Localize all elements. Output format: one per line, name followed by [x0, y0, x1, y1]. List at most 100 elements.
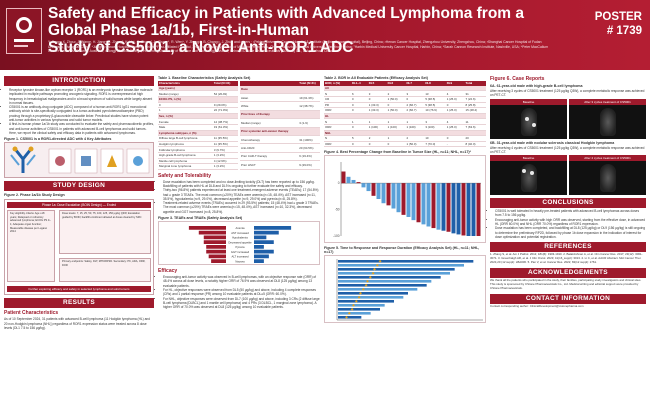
- trae-bar: [254, 245, 264, 249]
- case-a-scans: Baseline After 3 cycles treatment of CS5…: [490, 98, 646, 139]
- case-a-text: After receiving 3 cycles of CS5001 treat…: [490, 89, 645, 98]
- trae-bar: [254, 249, 274, 254]
- case-b-text: After receiving 4 cycles of CS5001 treat…: [490, 145, 645, 154]
- baseline-table-left: Characteristics Total (N=31) Age (years) …: [158, 81, 238, 170]
- adc-mechanism-figure: [4, 142, 154, 179]
- figure-4-title: Figure 4. Best Percentage Change from Ba…: [324, 150, 471, 155]
- column-1: INTRODUCTION Receptor tyrosine kinase-li…: [4, 76, 154, 330]
- table-row: Age (years): [158, 85, 238, 92]
- ae-category-label: AST increased: [231, 231, 249, 235]
- swimmer-plot: [324, 255, 486, 324]
- waterfall-bar: [346, 177, 351, 184]
- trae-bar: [254, 254, 269, 259]
- ae-category-label: GGT increased: [231, 250, 250, 254]
- column-4: Figure 6. Case Reports 6A. 61-year-old m…: [490, 76, 646, 309]
- teae-bar: [208, 254, 226, 259]
- ae-category-label: Pyrexia: [236, 245, 245, 249]
- adc-diagram: [10, 146, 150, 174]
- waterfall-bar: [341, 171, 346, 184]
- waterfall-bar: [436, 183, 441, 230]
- table-1-title: Table 1. Baseline Characteristics (Safet…: [158, 76, 251, 80]
- waterfall-bar: [366, 183, 371, 192]
- table-row: ORR 0 1 (100) 1 (100) 1 (100) 3 (100) 1 (25.0)…: [324, 124, 486, 131]
- waterfall-bar: [461, 183, 466, 236]
- results-heading: RESULTS: [4, 298, 154, 309]
- intro-heading: INTRODUCTION: [4, 76, 154, 86]
- table-row: N 5 2 1 2 10 0 20: [324, 135, 486, 142]
- poster-title: Safety and Efficacy in Patients with Adv…: [48, 5, 525, 56]
- swimmer-lane: [338, 292, 408, 295]
- swimmer-lane: [338, 268, 455, 271]
- waterfall-bar: [356, 182, 361, 184]
- column-3: Table 2. BOR in All Evaluable Patients (…: [324, 76, 486, 324]
- column-2: Table 1. Baseline Characteristics (Safet…: [158, 76, 320, 309]
- ae-category-label: Decreased appetite: [228, 240, 252, 244]
- table-row: Median (range) 54 (20-81): [158, 90, 238, 97]
- dose-levels-box: Dose levels: 7, 15, 25, 50, 75, 100, 125…: [59, 210, 151, 255]
- waterfall-bar: [446, 183, 451, 233]
- teae-bar: [203, 235, 226, 240]
- ae-chart: Anemia AST increased Hypokalemia Decreased …: [158, 221, 320, 266]
- table-row: Marginal zone lymphoma 1 (3.2%): [158, 163, 238, 170]
- teae-bar: [211, 259, 226, 264]
- waterfall-bar: [421, 183, 426, 225]
- waterfall-bar: [476, 183, 481, 237]
- waterfall-bar: [351, 180, 356, 184]
- swimmer-lane: [338, 300, 394, 303]
- table-row: N 6 3 2 3 13 4 31: [324, 90, 486, 97]
- table-row: White 12 (38.7%): [240, 101, 320, 111]
- study-design-figure: Phase 1a: Dose Escalation (BOIN Design) …: [4, 199, 154, 296]
- case-a-title: 6A. 61-year-old male with high-grade B-c…: [490, 84, 583, 88]
- figure-1-title: Figure 1. CS5001 is a ROR1-directed ADC …: [4, 137, 112, 142]
- case-b-after-scan: After 4 cycles treatment of CS5001: [569, 155, 646, 196]
- contact-text: Contact corresponding author: ClinicalDe…: [490, 303, 584, 308]
- teae-bar: [206, 245, 226, 249]
- waterfall-bar: [431, 183, 436, 229]
- table-row: Mantle cell lymphoma 4 (12.9%): [158, 158, 238, 165]
- study-design-heading: STUDY DESIGN: [4, 181, 154, 192]
- swimmer-lane: [338, 308, 380, 311]
- swimmer-lane: [338, 264, 464, 267]
- swimmer-lane: [338, 280, 432, 283]
- patient-characteristics-heading: Patient Characteristics: [4, 310, 59, 317]
- table-row: Race: [240, 85, 320, 94]
- table-row: N 1 1 1 1 3 4 11: [324, 118, 486, 125]
- ae-category-label: Anemia: [235, 226, 245, 230]
- waterfall-chart-svg: -100 -50 0: [333, 162, 481, 238]
- waterfall-bar: [456, 183, 461, 235]
- waterfall-bar: [466, 183, 471, 237]
- table-row: HL: [324, 113, 486, 120]
- trae-bar: [254, 259, 264, 264]
- ae-category-label: ALT increased: [231, 255, 249, 259]
- bor-table: BOR, n (%) DL1–4 DL5 DL6 DL7 DL8 DL9 Total All …: [324, 81, 486, 148]
- waterfall-bar: [386, 183, 391, 206]
- baseline-table-right: Total (N=31) Race Asian 19 (61.3%) White 1…: [240, 81, 320, 170]
- figure-2-title: Figure 2. Phase 1a/1b Study Design: [4, 193, 65, 198]
- table-row: CR 0 0 1 (50.0) 0 5 (38.5) 1 (25.0) 7 (22.6): [324, 96, 486, 103]
- y-tick-label: -100: [333, 234, 340, 238]
- table-row: Female 12 (38.7%): [158, 118, 238, 125]
- design-footer-bar: Further exploring efficacy and safety in…: [7, 286, 151, 293]
- trae-bar: [254, 240, 274, 245]
- table-row: Anti-CD20 20 (64.5%): [240, 143, 320, 153]
- trae-bar: [254, 235, 267, 240]
- waterfall-bar: [376, 183, 381, 200]
- case-b-baseline-scan: Baseline: [490, 155, 567, 196]
- waterfall-bar: [426, 183, 431, 227]
- table-row: ORR 0 0 0 1 (50.0) 7 (70.0) -8 (40.0): [324, 141, 486, 148]
- figure-5-title: Figure 5. Time to Response and Response …: [324, 246, 480, 255]
- endpoints-box: Primary endpoints: Safety, DLT, MTD/RP2D…: [59, 258, 151, 283]
- efficacy-bullets: Encouraging anti-tumor activity was obse…: [158, 275, 320, 309]
- intro-bullets: Receptor tyrosine kinase-like orphan rec…: [4, 88, 154, 135]
- waterfall-bar: [406, 183, 411, 218]
- waterfall-bar: [381, 183, 386, 204]
- safety-bullets: Dose escalation has been completed and n…: [158, 180, 320, 214]
- case-reports-heading: Figure 6. Case Reports: [490, 76, 545, 82]
- table-row: Prior lines of therapy: [240, 110, 320, 120]
- waterfall-bar: [401, 183, 406, 216]
- conclusions-heading: CONCLUSIONS: [490, 198, 646, 209]
- patient-characteristics-text: As of 10 September 2024, 31 patients wit…: [4, 317, 150, 330]
- waterfall-bar: [391, 183, 396, 209]
- swimmer-lane: [338, 284, 427, 287]
- trae-bar: [254, 226, 292, 230]
